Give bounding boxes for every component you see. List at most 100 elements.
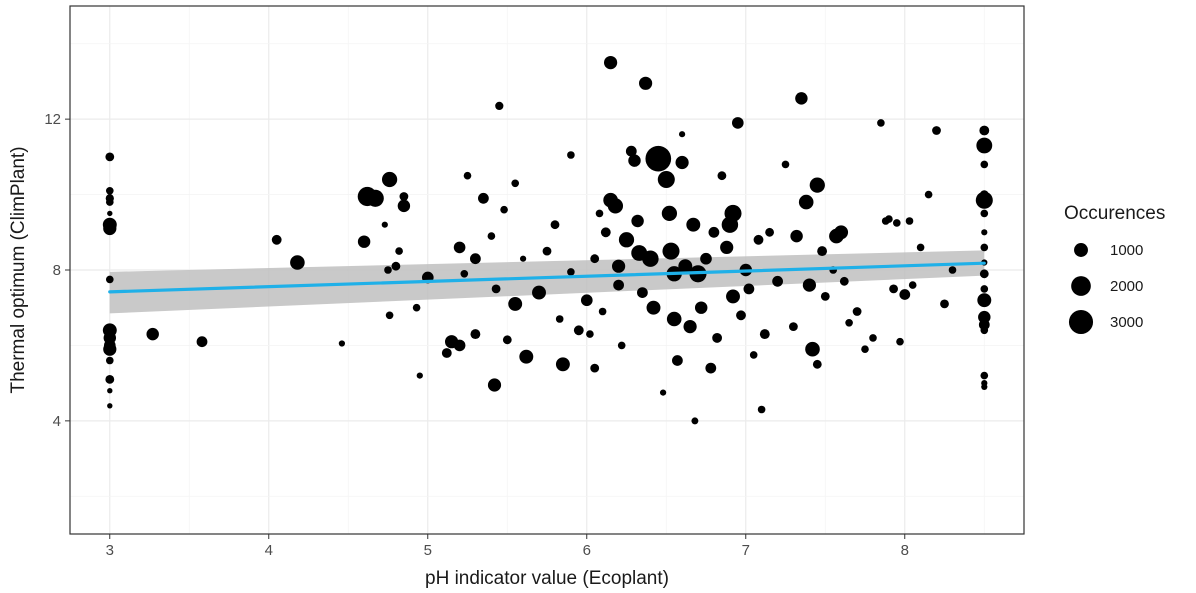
legend-key-circle: [1074, 243, 1088, 257]
data-point: [478, 192, 489, 204]
data-point: [103, 342, 117, 356]
data-point: [708, 226, 720, 238]
data-point: [612, 259, 626, 273]
data-point: [981, 229, 988, 236]
data-point: [105, 186, 114, 195]
data-point: [892, 219, 901, 227]
data-point: [980, 160, 989, 169]
data-point: [908, 281, 917, 289]
data-points: [102, 56, 993, 425]
data-point: [661, 205, 678, 222]
data-point: [790, 229, 803, 243]
data-point: [637, 287, 648, 298]
data-point: [724, 204, 742, 222]
data-point: [820, 292, 830, 301]
data-point: [683, 320, 697, 334]
data-point: [590, 363, 600, 373]
data-point: [694, 301, 708, 314]
data-point: [798, 194, 814, 210]
data-point: [975, 191, 993, 209]
data-point: [463, 171, 472, 180]
data-point: [845, 318, 853, 327]
data-point: [659, 389, 667, 396]
data-point: [105, 375, 115, 384]
data-point: [978, 319, 990, 331]
data-point: [642, 250, 659, 267]
data-point: [532, 285, 546, 300]
data-point: [491, 284, 501, 294]
data-point: [646, 300, 661, 315]
data-point: [555, 357, 570, 372]
data-point: [805, 341, 820, 357]
data-point: [885, 215, 893, 223]
data-point: [781, 160, 790, 169]
data-point: [573, 325, 584, 336]
data-point: [979, 269, 989, 279]
data-point: [600, 227, 611, 238]
data-point: [399, 192, 409, 201]
data-point: [416, 372, 423, 379]
data-point: [595, 209, 604, 218]
data-point: [978, 310, 991, 324]
data-point: [720, 240, 734, 254]
data-point: [717, 171, 727, 181]
data-point: [381, 171, 398, 188]
data-point: [645, 145, 672, 172]
data-point: [731, 117, 744, 129]
data-point: [789, 322, 798, 331]
data-point: [519, 349, 534, 364]
confidence-band-area: [109, 250, 985, 314]
y-axis-title: Thermal optimum (ClimPlant): [8, 146, 29, 393]
data-point: [889, 284, 898, 294]
data-point: [977, 293, 992, 308]
x-tick-label: 6: [583, 542, 591, 559]
data-point: [586, 330, 594, 338]
data-point: [290, 255, 305, 270]
data-point: [672, 355, 683, 366]
data-point: [839, 276, 849, 286]
data-point: [980, 209, 989, 218]
data-point: [196, 336, 208, 348]
data-point: [980, 371, 989, 380]
data-point: [105, 356, 114, 365]
x-tick-label: 8: [901, 542, 909, 559]
trend-line: [108, 261, 986, 294]
data-point: [980, 326, 989, 335]
data-point: [691, 417, 699, 425]
x-tick-label: 3: [106, 542, 114, 559]
data-point: [795, 92, 808, 105]
data-point: [441, 348, 452, 358]
data-point: [905, 217, 914, 225]
data-point: [759, 329, 770, 340]
data-point: [980, 285, 989, 293]
data-point: [385, 311, 394, 320]
data-point: [980, 243, 989, 252]
data-point: [666, 311, 682, 327]
data-point: [460, 269, 469, 278]
data-point: [726, 289, 740, 304]
legend-key-label: 2000: [1110, 278, 1143, 295]
data-point: [765, 227, 774, 237]
data-point: [567, 151, 575, 159]
data-point: [487, 378, 502, 392]
data-point: [743, 283, 755, 295]
data-point: [981, 383, 988, 391]
data-point: [271, 234, 282, 245]
data-point: [817, 246, 828, 257]
data-point: [502, 335, 512, 345]
data-point: [590, 254, 600, 264]
data-point: [749, 351, 758, 359]
x-tick-label: 5: [424, 542, 432, 559]
data-point: [948, 266, 957, 274]
legend-key-label: 1000: [1110, 242, 1143, 259]
legend-title: Occurences: [1064, 203, 1165, 224]
data-point: [834, 225, 849, 240]
data-point: [686, 217, 701, 232]
data-point: [896, 337, 904, 346]
regression-line: [108, 261, 986, 294]
data-point: [809, 177, 825, 193]
data-point: [869, 334, 877, 342]
data-point: [470, 329, 481, 340]
data-point: [607, 198, 624, 214]
data-point: [397, 199, 411, 213]
